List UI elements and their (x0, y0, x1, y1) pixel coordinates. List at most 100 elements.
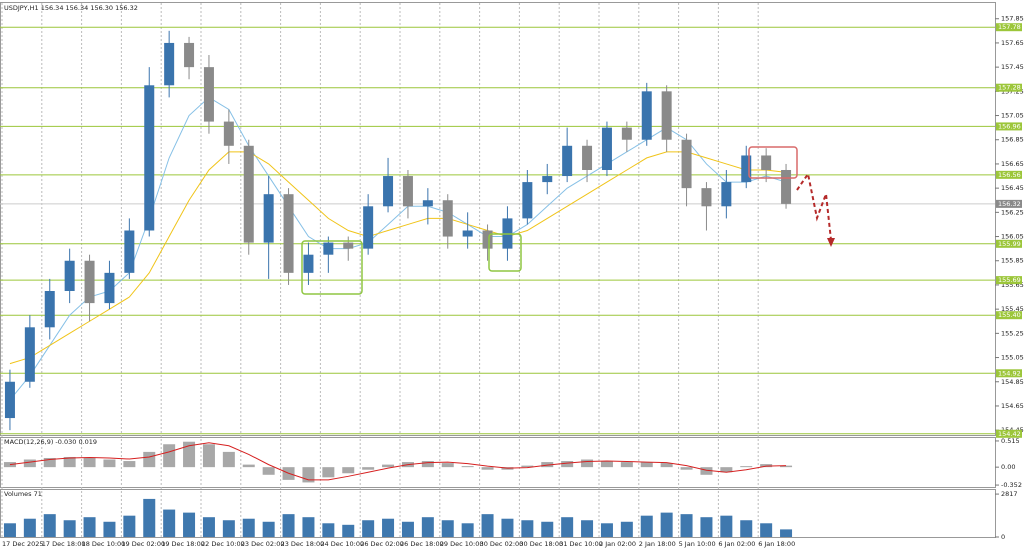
candle-body (482, 230, 493, 249)
macd-bar (481, 467, 494, 470)
volume-bar (163, 509, 176, 537)
candle-body (203, 67, 214, 122)
level-label-bg (996, 83, 1022, 92)
macd-bar (23, 459, 36, 468)
level-label-bg (996, 429, 1022, 438)
support-box (488, 233, 522, 272)
volume-bar (242, 518, 255, 537)
volume-bar (23, 518, 36, 537)
candle-body (582, 145, 593, 170)
candle-body (84, 260, 95, 304)
macd-tick-label: -0.352 (1001, 481, 1022, 489)
candle-body (761, 155, 772, 170)
volume-bar (143, 498, 156, 537)
volume-bar (123, 515, 136, 537)
macd-bar (242, 464, 255, 468)
volume-bar (660, 512, 673, 537)
level-label-bg (996, 311, 1022, 320)
volume-panel (0, 489, 996, 538)
candle-body (781, 169, 792, 204)
volume-bar (600, 523, 613, 537)
volume-bar (262, 521, 275, 537)
candle-body (442, 200, 453, 237)
macd-bar (660, 463, 673, 468)
volume-bar (620, 521, 633, 537)
candle-body (661, 91, 672, 140)
volume-bar (3, 523, 16, 537)
y-tick-label: 156.25 (1001, 208, 1024, 216)
moving-average (9, 151, 787, 365)
volume-bar (342, 524, 355, 537)
volume-bar (561, 517, 574, 537)
macd-bar (640, 462, 653, 468)
volume-bar (63, 520, 76, 537)
macd-bar (561, 461, 574, 468)
candle-body (323, 242, 334, 255)
level-label-bg (996, 170, 1022, 179)
volume-bar (401, 521, 414, 537)
macd-bar (620, 462, 633, 468)
x-tick-label: 24 Dec 10:00 (320, 540, 364, 548)
volume-bar (760, 523, 773, 537)
volume-title: Volumes 71 (4, 490, 42, 498)
forecast-arrow (796, 171, 832, 241)
x-tick-label: 2 Jan 18:00 (639, 540, 676, 548)
x-tick-label: 26 Dec 18:00 (400, 540, 444, 548)
y-tick-label: 155.45 (1001, 305, 1024, 313)
macd-bar (441, 463, 454, 468)
candle-body (104, 272, 115, 304)
macd-bar (103, 459, 116, 468)
macd-bar (183, 441, 196, 468)
volume-bar (83, 517, 96, 537)
macd-bar (143, 451, 156, 468)
y-tick-label: 156.45 (1001, 184, 1024, 192)
volume-bar (461, 523, 474, 537)
y-tick-label: 155.85 (1001, 257, 1024, 265)
candle-body (542, 176, 553, 183)
x-tick-label: 23 Dec 18:00 (281, 540, 325, 548)
macd-bar (680, 467, 693, 470)
level-label: 157.78 (998, 23, 1021, 31)
volume-bar (421, 517, 434, 537)
volume-bar (581, 520, 594, 537)
candle-body (522, 182, 533, 219)
x-tick-label: 19 Dec 18:00 (161, 540, 205, 548)
marks (3, 30, 793, 537)
macd-bar (83, 457, 96, 468)
y-tick-label: 156.85 (1001, 136, 1024, 144)
resistance-box (748, 146, 798, 179)
candle-body (721, 182, 732, 207)
macd-bar (222, 451, 235, 468)
volume-bar (362, 520, 375, 537)
x-tick-label: 18 Dec 10:00 (82, 540, 126, 548)
candle-body (402, 176, 413, 207)
macd-bar (581, 459, 594, 468)
macd-bar (202, 444, 215, 468)
macd-bar (700, 467, 713, 475)
candle-body (283, 194, 294, 273)
main-panel (0, 2, 996, 436)
macd-tick-label: 0.515 (1001, 437, 1020, 445)
macd-panel (0, 437, 996, 488)
level-label: 154.42 (998, 430, 1021, 438)
macd-bar (740, 466, 753, 468)
x-tick-label: 30 Dec 02:00 (480, 540, 524, 548)
y-tick-label: 155.65 (1001, 281, 1024, 289)
volume-bar (541, 521, 554, 537)
candle-body (621, 127, 632, 140)
volume-bar (640, 515, 653, 537)
macd-bar (123, 461, 136, 468)
x-tick-label: 19 Dec 02:00 (121, 540, 165, 548)
volume-bar (322, 523, 335, 537)
level-label: 155.99 (998, 240, 1021, 248)
candle-body (64, 260, 75, 291)
volume-bar (43, 514, 56, 537)
y-tick-label: 154.85 (1001, 378, 1024, 386)
macd-bar (262, 467, 275, 475)
x-tick-label: 2 Jan 02:00 (599, 540, 636, 548)
x-tick-label: 22 Dec 10:00 (201, 540, 245, 548)
y-tick-label: 154.65 (1001, 402, 1024, 410)
candle-body (701, 188, 712, 207)
